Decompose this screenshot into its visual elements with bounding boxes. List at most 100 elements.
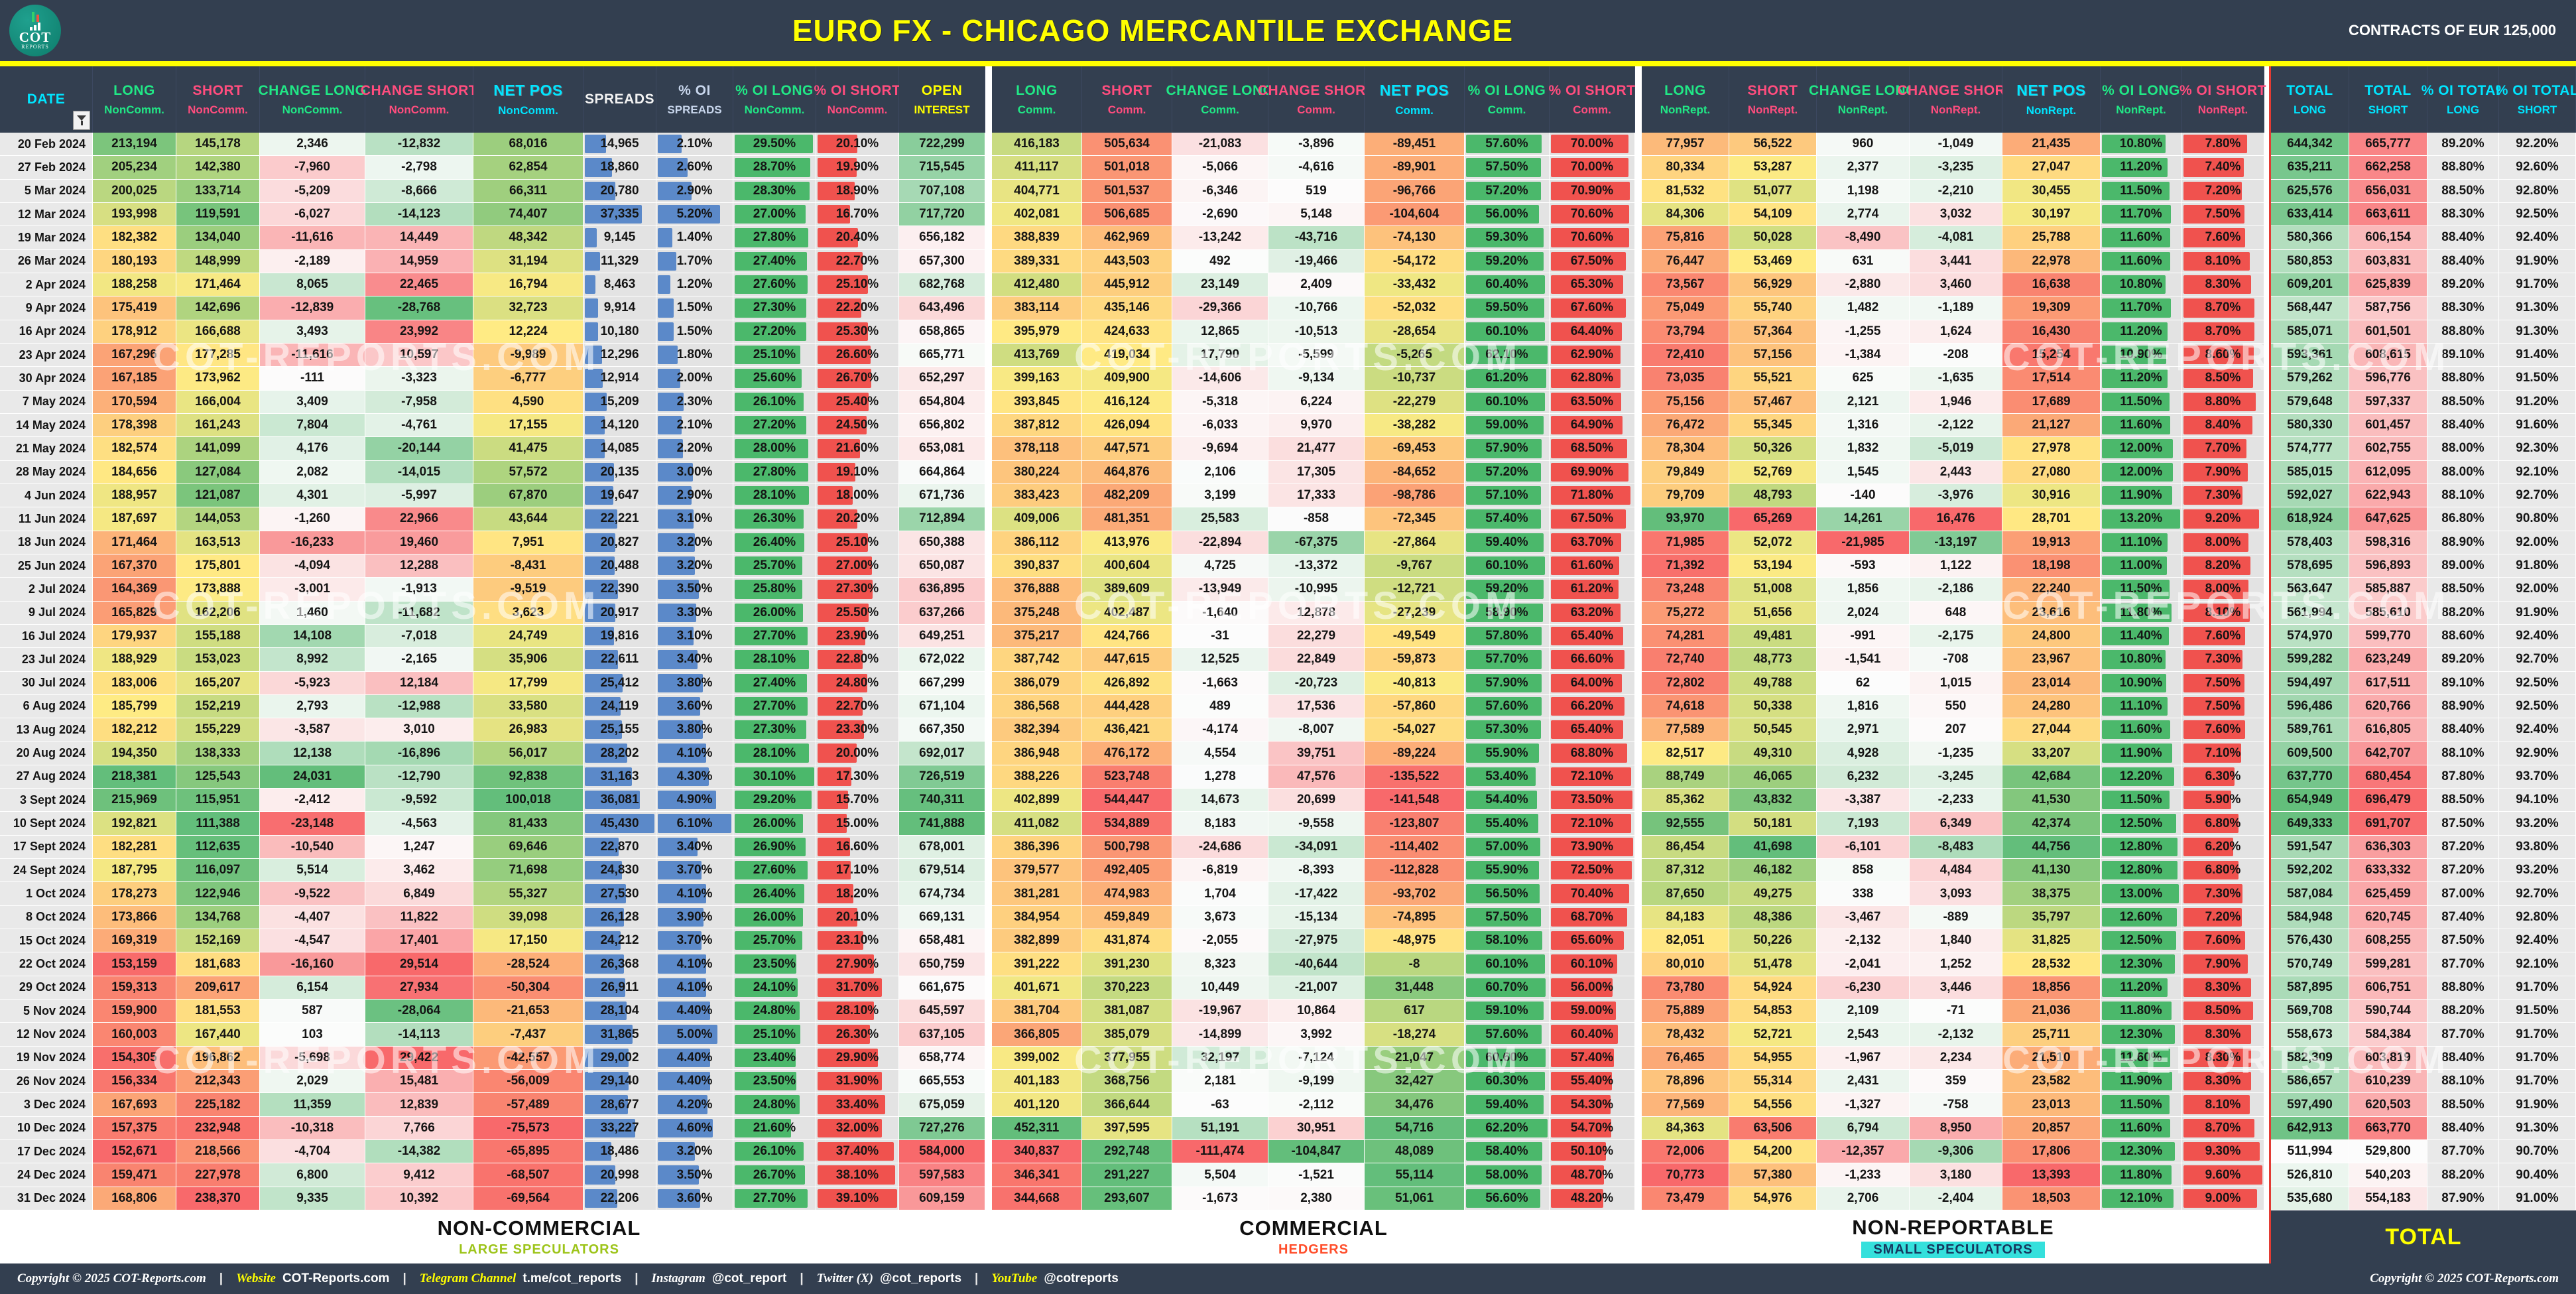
table-cell-c_change_short: -13,372 (1268, 554, 1365, 578)
table-cell-pct_oi_spreads: 3.40% (656, 648, 733, 672)
footer-item-value[interactable]: COT-Reports.com (282, 1271, 390, 1285)
footer-item-youtube[interactable]: YouTube @cotreports (991, 1271, 1118, 1286)
table-cell-pct_oi_long_nc: 21.60% (733, 1116, 816, 1141)
table-cell-nc_change_short: -14,113 (365, 1023, 473, 1047)
data-bar (2102, 322, 2168, 341)
cell-value: 28.30% (753, 183, 796, 198)
table-cell-nr_long: 93,970 (1642, 507, 1729, 531)
table-cell-nr_change_long: 2,543 (1817, 1023, 1910, 1047)
cell-value: 3.90% (676, 909, 713, 924)
data-bar (818, 720, 864, 740)
table-cell-c_short: 389,609 (1082, 578, 1172, 602)
table-cell-c_change_short: 5,148 (1268, 202, 1365, 227)
footer-item-value[interactable]: t.me/cot_reports (522, 1271, 622, 1285)
cell-value: 27.70% (753, 698, 796, 713)
data-bar (2102, 1025, 2175, 1044)
data-bar (735, 696, 808, 716)
table-cell-spreads: 25,155 (583, 718, 656, 742)
table-cell-pct_oi_long_c: 59.00% (1465, 413, 1550, 438)
data-bar (818, 485, 853, 505)
data-bar (1551, 556, 1619, 576)
cell-value: 58.90% (1485, 605, 1528, 619)
table-cell-nc_change_long: 7,804 (260, 413, 365, 438)
table-cell-spreads: 20,135 (583, 460, 656, 484)
table-cell-pct_oi_spreads: 2.60% (656, 156, 733, 180)
cell-value: 27.20% (753, 418, 796, 432)
table-cell-nc_net_pos: 55,327 (473, 882, 583, 906)
date-filter-button[interactable] (73, 111, 90, 130)
table-cell-total_long: 558,673 (2271, 1023, 2349, 1047)
table-cell-c_net_pos: -93,702 (1365, 882, 1465, 906)
cell-value: 11.90% (2120, 488, 2162, 503)
footer-item-telegram-channel[interactable]: Telegram Channel t.me/cot_reports (420, 1271, 621, 1286)
cell-value: 11.50% (2120, 582, 2162, 596)
cell-value: 8.00% (2205, 535, 2241, 549)
table-cell-pct_oi_short_nc: 18.90% (816, 179, 899, 203)
table-cell-pct_oi_total_long: 87.40% (2427, 905, 2499, 930)
cell-value: 14,965 (600, 137, 639, 151)
cell-value: 57.20% (1485, 183, 1528, 198)
date-cell: 23 Jul 2024 (0, 648, 93, 672)
column-header-label: CHANGE LONG (1166, 82, 1274, 98)
table-cell-nc_change_short: 17,401 (365, 929, 473, 953)
table-cell-pct_oi_short_nc: 29.90% (816, 1046, 899, 1070)
table-cell-nr_change_short: -2,404 (1910, 1187, 2002, 1210)
table-cell-open_interest: 661,675 (899, 976, 985, 1000)
table-cell-c_net_pos: 54,716 (1365, 1116, 1465, 1141)
table-cell-nr_long: 75,889 (1642, 1000, 1729, 1023)
table-cell-c_net_pos: -104,604 (1365, 202, 1465, 227)
table-cell-c_net_pos: -57,860 (1365, 694, 1465, 719)
footer-item-value[interactable]: @cot_report (711, 1271, 787, 1285)
table-cell-nc_change_long: -10,540 (260, 835, 365, 860)
table-cell-c_change_long: -6,346 (1172, 179, 1268, 203)
table-cell-c_long: 382,394 (992, 718, 1082, 742)
footer-item-value[interactable]: @cot_reports (879, 1271, 962, 1285)
table-cell-total_short: 584,384 (2349, 1023, 2427, 1047)
table-cell-pct_oi_long_nc: 27.30% (733, 296, 816, 320)
table-cell-c_change_long: 4,725 (1172, 554, 1268, 578)
table-cell-nr_change_long: 4,928 (1817, 742, 1910, 765)
footer-item-twitter-x[interactable]: Twitter (X) @cot_reports (817, 1271, 961, 1286)
table-cell-nr_long: 71,985 (1642, 531, 1729, 554)
table-cell-pct_oi_long_nc: 25.70% (733, 929, 816, 953)
table-cell-nr_long: 73,479 (1642, 1187, 1729, 1210)
data-bar (1466, 580, 1544, 599)
table-cell-pct_oi_total_long: 87.20% (2427, 835, 2499, 860)
table-cell-total_short: 590,744 (2349, 1000, 2427, 1023)
table-cell-nc_change_short: -12,832 (365, 133, 473, 157)
footer-item-value[interactable]: @cotreports (1044, 1271, 1119, 1285)
column-header-nc_long: LONG NonComm. (93, 66, 176, 133)
cell-value: 7.30% (2205, 652, 2241, 667)
table-cell-pct_oi_short_nc: 38.10% (816, 1163, 899, 1187)
data-bar (1466, 462, 1541, 482)
footer-item-instagram[interactable]: Instagram @cot_report (652, 1271, 787, 1286)
data-bar (1551, 509, 1626, 529)
data-bar (658, 158, 688, 177)
column-header-label: CHANGE LONG (1809, 82, 1917, 98)
cell-value: 28.10% (753, 652, 796, 667)
column-header-label: % OI (678, 82, 711, 98)
table-cell-spreads: 29,140 (583, 1070, 656, 1094)
table-cell-nc_net_pos: 32,723 (473, 296, 583, 320)
table-cell-pct_oi_short_c: 67.50% (1550, 249, 1635, 273)
column-header-label: CHANGE LONG (258, 82, 367, 98)
table-cell-nc_change_long: -2,189 (260, 249, 365, 273)
cell-value: 1.50% (676, 324, 713, 338)
table-cell-pct_oi_long_c: 55.90% (1465, 742, 1550, 765)
cell-value: 5.90% (2205, 793, 2241, 807)
table-cell-spreads: 19,647 (583, 484, 656, 508)
table-cell-pct_oi_long_c: 54.40% (1465, 789, 1550, 812)
table-cell-pct_oi_long_nr: 11.90% (2101, 1070, 2182, 1094)
table-cell-total_long: 649,333 (2271, 812, 2349, 836)
table-cell-c_long: 375,217 (992, 624, 1082, 649)
cell-value: 14,085 (600, 441, 639, 456)
table-cell-nc_short: 148,999 (176, 249, 260, 273)
data-bar (658, 1002, 710, 1021)
footer-item-website[interactable]: Website COT-Reports.com (236, 1271, 389, 1286)
table-cell-pct_oi_long_nr: 11.60% (2101, 1116, 2182, 1141)
table-cell-nr_short: 56,522 (1729, 133, 1817, 157)
table-cell-c_long: 411,082 (992, 812, 1082, 836)
date-cell: 9 Jul 2024 (0, 601, 93, 625)
table-cell-c_change_long: -29,366 (1172, 296, 1268, 320)
table-cell-c_long: 376,888 (992, 578, 1082, 602)
